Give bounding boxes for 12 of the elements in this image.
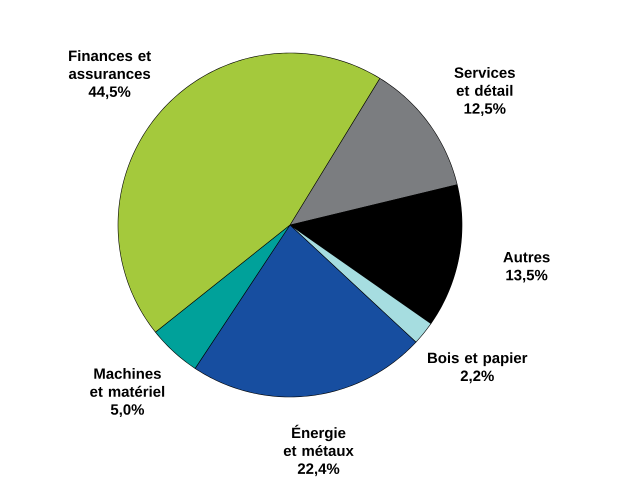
slice-label: Autres: [503, 252, 550, 262]
data-label: 12,5%: [464, 103, 506, 116]
slice-label: Bois et papier: [428, 352, 528, 366]
data-label: 5,0%: [110, 404, 144, 417]
data-label: 22,4%: [298, 463, 340, 476]
data-label: 44,5%: [88, 86, 130, 100]
slice-label: Services et détail: [454, 66, 515, 96]
slice-label: Finances et assurances: [68, 50, 151, 80]
slice-label: Énergie et métaux: [284, 424, 354, 456]
data-label: 13,5%: [506, 270, 548, 283]
slice-label: Machines et matériel: [90, 368, 164, 397]
data-label: 2,2%: [460, 370, 494, 384]
